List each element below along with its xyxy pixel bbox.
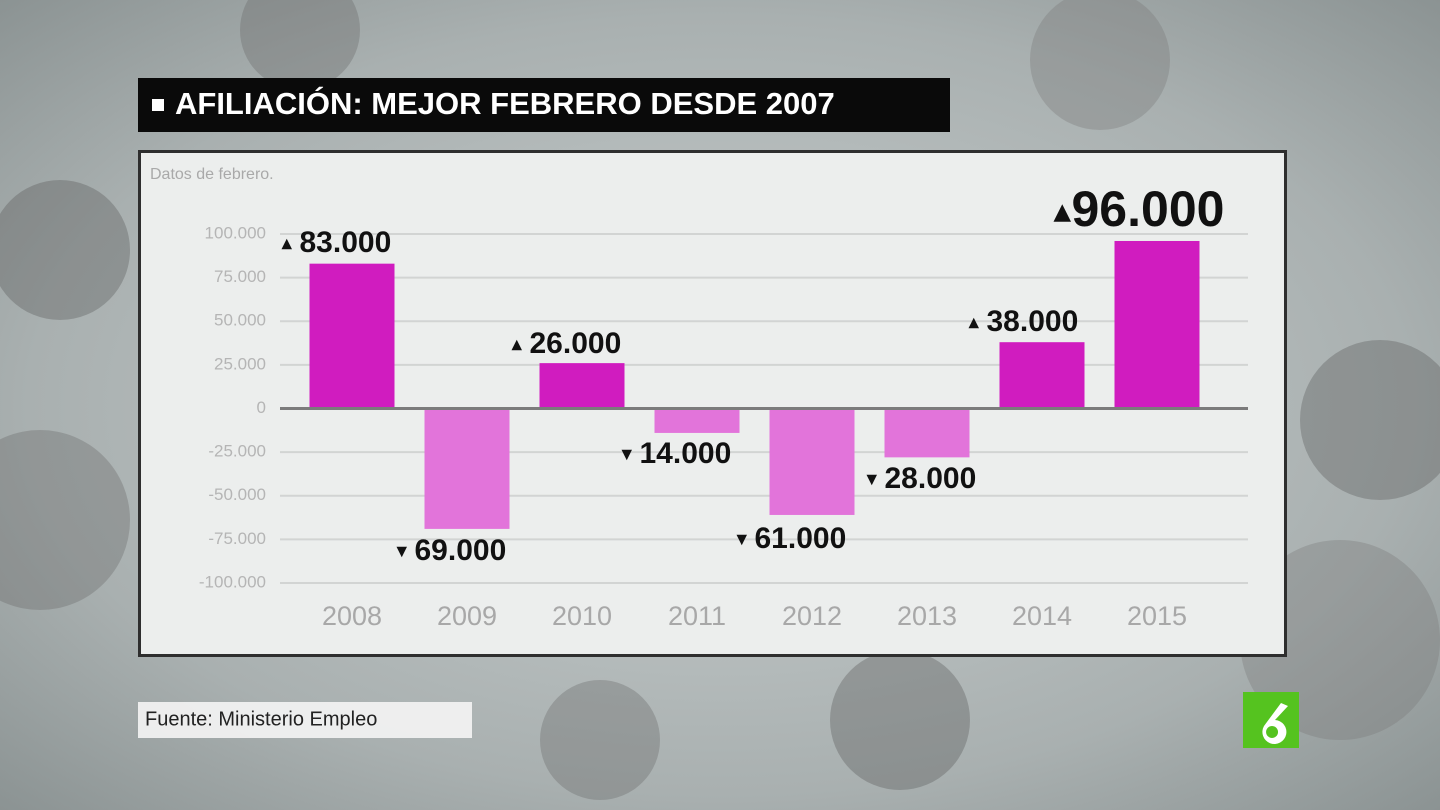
x-tick-label: 2008: [322, 601, 382, 631]
source-box: [138, 702, 472, 738]
value-label: 61.000: [755, 522, 847, 555]
x-tick-label: 2009: [437, 601, 497, 631]
x-tick-label: 2010: [552, 601, 612, 631]
value-label: 14.000: [640, 437, 732, 470]
bar: [309, 263, 395, 409]
direction-arrow: [1053, 204, 1071, 222]
direction-arrow: [736, 534, 747, 546]
direction-arrow: [866, 474, 877, 486]
plot-area: -100.000 -75.000 -50.000 -25.000 0 25.000 50.0…: [199, 181, 1248, 631]
title-bullet: [152, 99, 164, 111]
y-tick-label: 100.000: [205, 223, 266, 242]
y-tick-label: -75.000: [208, 529, 266, 548]
value-label: 28.000: [885, 462, 977, 495]
bar: [654, 408, 740, 433]
bar: [999, 342, 1085, 409]
value-label: 83.000: [300, 226, 392, 259]
x-tick-label: 2013: [897, 601, 957, 631]
direction-arrow: [396, 546, 407, 558]
x-tick-label: 2012: [782, 601, 842, 631]
bar: [424, 408, 510, 529]
direction-arrow: [621, 449, 632, 461]
direction-arrow: [511, 339, 522, 351]
title-bar: [138, 78, 950, 132]
value-label: 96.000: [1072, 181, 1225, 237]
bar: [884, 408, 970, 458]
y-tick-label: -50.000: [208, 485, 266, 504]
value-label: 69.000: [415, 534, 507, 567]
chart-title: AFILIACIÓN: MEJOR FEBRERO DESDE 2007: [175, 85, 835, 121]
y-tick-label: -25.000: [208, 442, 266, 461]
source: Fuente: Ministerio Empleo: [145, 708, 377, 730]
y-tick-label: 50.000: [214, 311, 266, 330]
x-tick-label: 2011: [668, 601, 726, 631]
chart-subtitle: Datos de febrero.: [150, 166, 274, 183]
y-tick-label: -100.000: [199, 572, 266, 591]
value-label: 38.000: [987, 305, 1079, 338]
direction-arrow: [281, 238, 292, 250]
y-tick-label: 0: [257, 398, 266, 417]
direction-arrow: [968, 317, 979, 329]
bar: [1114, 240, 1200, 409]
x-tick-label: 2015: [1127, 601, 1187, 631]
y-tick-label: 75.000: [214, 267, 266, 286]
value-label: 26.000: [530, 327, 622, 360]
y-tick-label: 25.000: [214, 354, 266, 373]
bar: [539, 363, 625, 409]
channel-logo: [1243, 692, 1299, 748]
bar: [769, 408, 855, 515]
logo-mark: [1262, 703, 1288, 744]
x-tick-label: 2014: [1012, 601, 1072, 631]
